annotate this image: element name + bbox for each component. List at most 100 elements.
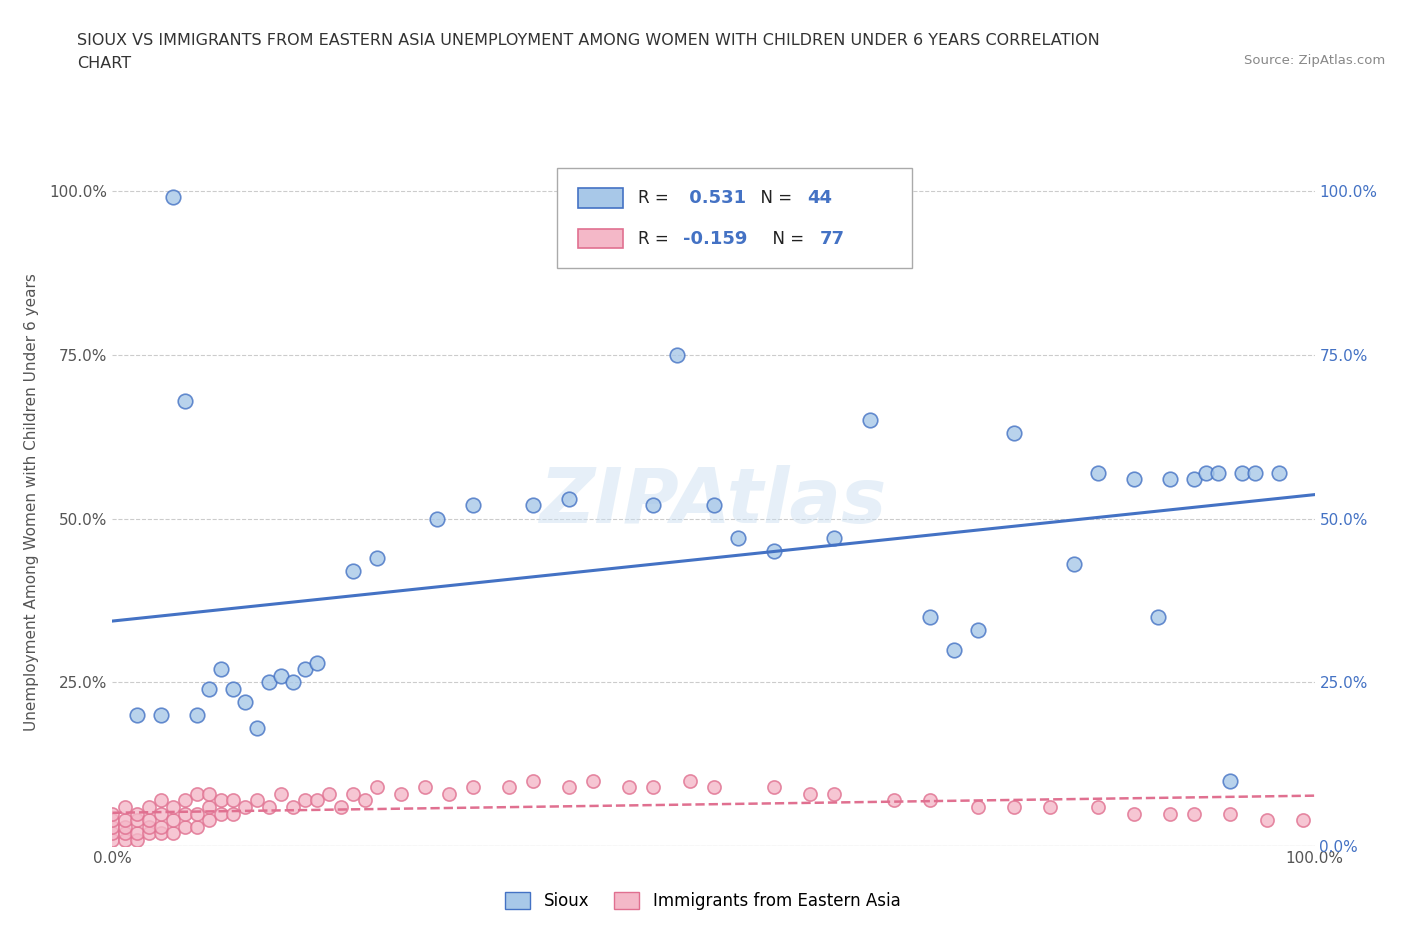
Point [859,413,882,428]
Point [1184,472,1206,486]
Point [186,787,208,802]
Point [173,819,195,834]
Text: R =: R = [638,230,673,247]
Text: CHART: CHART [77,56,131,71]
Y-axis label: Unemployment Among Women with Children Under 6 years: Unemployment Among Women with Children U… [24,273,38,731]
Point [149,708,172,723]
Text: N =: N = [749,189,797,207]
Point [281,675,304,690]
Point [918,793,941,808]
Point [1147,609,1170,624]
Point [799,787,821,802]
Point [702,498,725,513]
Text: R =: R = [638,189,673,207]
Point [101,806,124,821]
Point [727,531,749,546]
Point [138,800,160,815]
Point [101,819,124,834]
Point [643,498,665,513]
Point [1087,465,1109,480]
Point [702,780,725,795]
Point [257,800,280,815]
Point [125,813,148,828]
Point [162,800,184,815]
Point [222,806,245,821]
Point [389,787,412,802]
Point [1195,465,1218,480]
Point [522,498,544,513]
Point [498,780,520,795]
Point [823,787,845,802]
Text: N =: N = [762,230,808,247]
Point [233,695,256,710]
Point [270,787,292,802]
Point [354,793,377,808]
Point [366,551,388,565]
Point [173,393,195,408]
Point [1159,806,1181,821]
Point [125,832,148,847]
Point [197,787,219,802]
Text: 44: 44 [807,189,832,207]
Text: SIOUX VS IMMIGRANTS FROM EASTERN ASIA UNEMPLOYMENT AMONG WOMEN WITH CHILDREN UND: SIOUX VS IMMIGRANTS FROM EASTERN ASIA UN… [77,33,1099,47]
Point [114,826,136,841]
Point [233,800,256,815]
Point [413,780,436,795]
Bar [578,189,623,207]
Point [222,682,245,697]
Point [1291,813,1313,828]
Point [1219,774,1241,789]
Point [186,806,208,821]
Point [162,813,184,828]
Point [222,793,245,808]
Bar [578,229,623,248]
Point [101,826,124,841]
Point [823,531,845,546]
Point [582,774,605,789]
Point [114,832,136,847]
Point [149,806,172,821]
Point [197,800,219,815]
Point [1243,465,1265,480]
Point [101,832,124,847]
Point [967,622,990,637]
Point [342,564,364,578]
Point [918,609,941,624]
Point [294,793,316,808]
Point [138,813,160,828]
Text: Source: ZipAtlas.com: Source: ZipAtlas.com [1244,54,1385,67]
Point [666,347,689,362]
Point [437,787,460,802]
Point [1123,472,1146,486]
Point [114,819,136,834]
Point [1256,813,1278,828]
Point [209,662,232,677]
Point [149,819,172,834]
FancyBboxPatch shape [557,168,912,268]
Point [1002,800,1025,815]
Point [1208,465,1230,480]
Point [197,813,219,828]
Point [522,774,544,789]
Legend: Sioux, Immigrants from Eastern Asia: Sioux, Immigrants from Eastern Asia [499,885,907,917]
Point [114,800,136,815]
Point [138,819,160,834]
Point [558,491,581,506]
Point [967,800,990,815]
Point [281,800,304,815]
Point [305,793,328,808]
Point [619,780,641,795]
Point [270,669,292,684]
Point [643,780,665,795]
Point [762,780,785,795]
Point [1232,465,1254,480]
Point [1159,472,1181,486]
Point [173,806,195,821]
Point [1039,800,1062,815]
Point [186,819,208,834]
Point [1219,806,1241,821]
Point [1063,557,1085,572]
Point [294,662,316,677]
Point [114,813,136,828]
Point [186,708,208,723]
